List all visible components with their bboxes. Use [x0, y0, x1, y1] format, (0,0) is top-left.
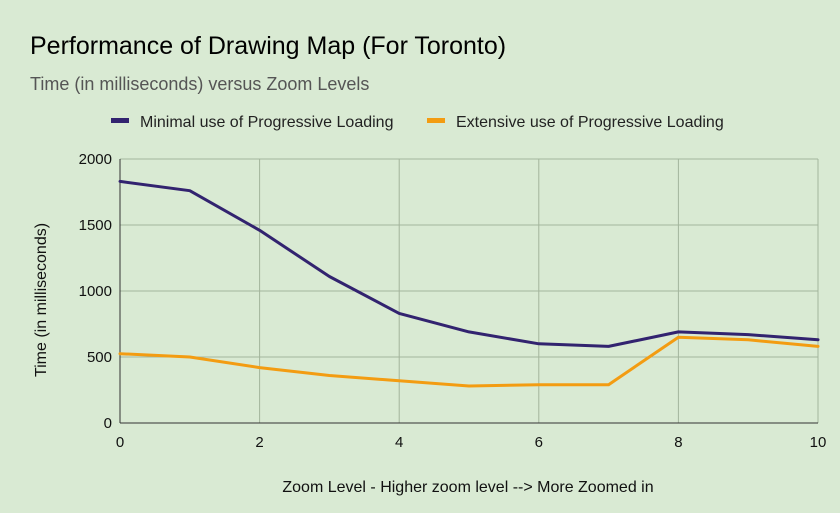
gridlines	[120, 158, 819, 423]
x-tick-label: 2	[255, 434, 263, 451]
legend-swatch-series-2	[427, 118, 445, 123]
x-axis-title: Zoom Level - Higher zoom level --> More …	[282, 479, 653, 496]
chart-title: Performance of Drawing Map (For Toronto)	[30, 32, 506, 60]
legend: Minimal use of Progressive Loading Exten…	[111, 114, 724, 131]
legend-label-series-2: Extensive use of Progressive Loading	[456, 114, 724, 131]
y-tick-label: 500	[87, 349, 112, 366]
x-tick-label: 4	[395, 434, 403, 451]
y-tick-label: 0	[104, 415, 112, 432]
x-tick-label: 8	[674, 434, 682, 451]
legend-swatch-series-1	[111, 118, 129, 123]
x-tick-label: 10	[810, 434, 827, 451]
y-axis-title: Time (in milliseconds)	[33, 223, 50, 377]
y-tick-label: 2000	[79, 151, 112, 168]
x-tick-label: 0	[116, 434, 124, 451]
legend-label-series-1: Minimal use of Progressive Loading	[140, 114, 393, 131]
x-tick-label: 6	[535, 434, 543, 451]
chart-subtitle: Time (in milliseconds) versus Zoom Level…	[30, 74, 369, 94]
axes: 0 500 1000 1500 2000 0 2 4 6 8 10	[79, 151, 827, 451]
series-lines	[118, 179, 820, 388]
series-line-2	[118, 335, 820, 388]
series-line-1	[118, 179, 820, 348]
y-tick-label: 1500	[79, 217, 112, 234]
y-tick-label: 1000	[79, 283, 112, 300]
